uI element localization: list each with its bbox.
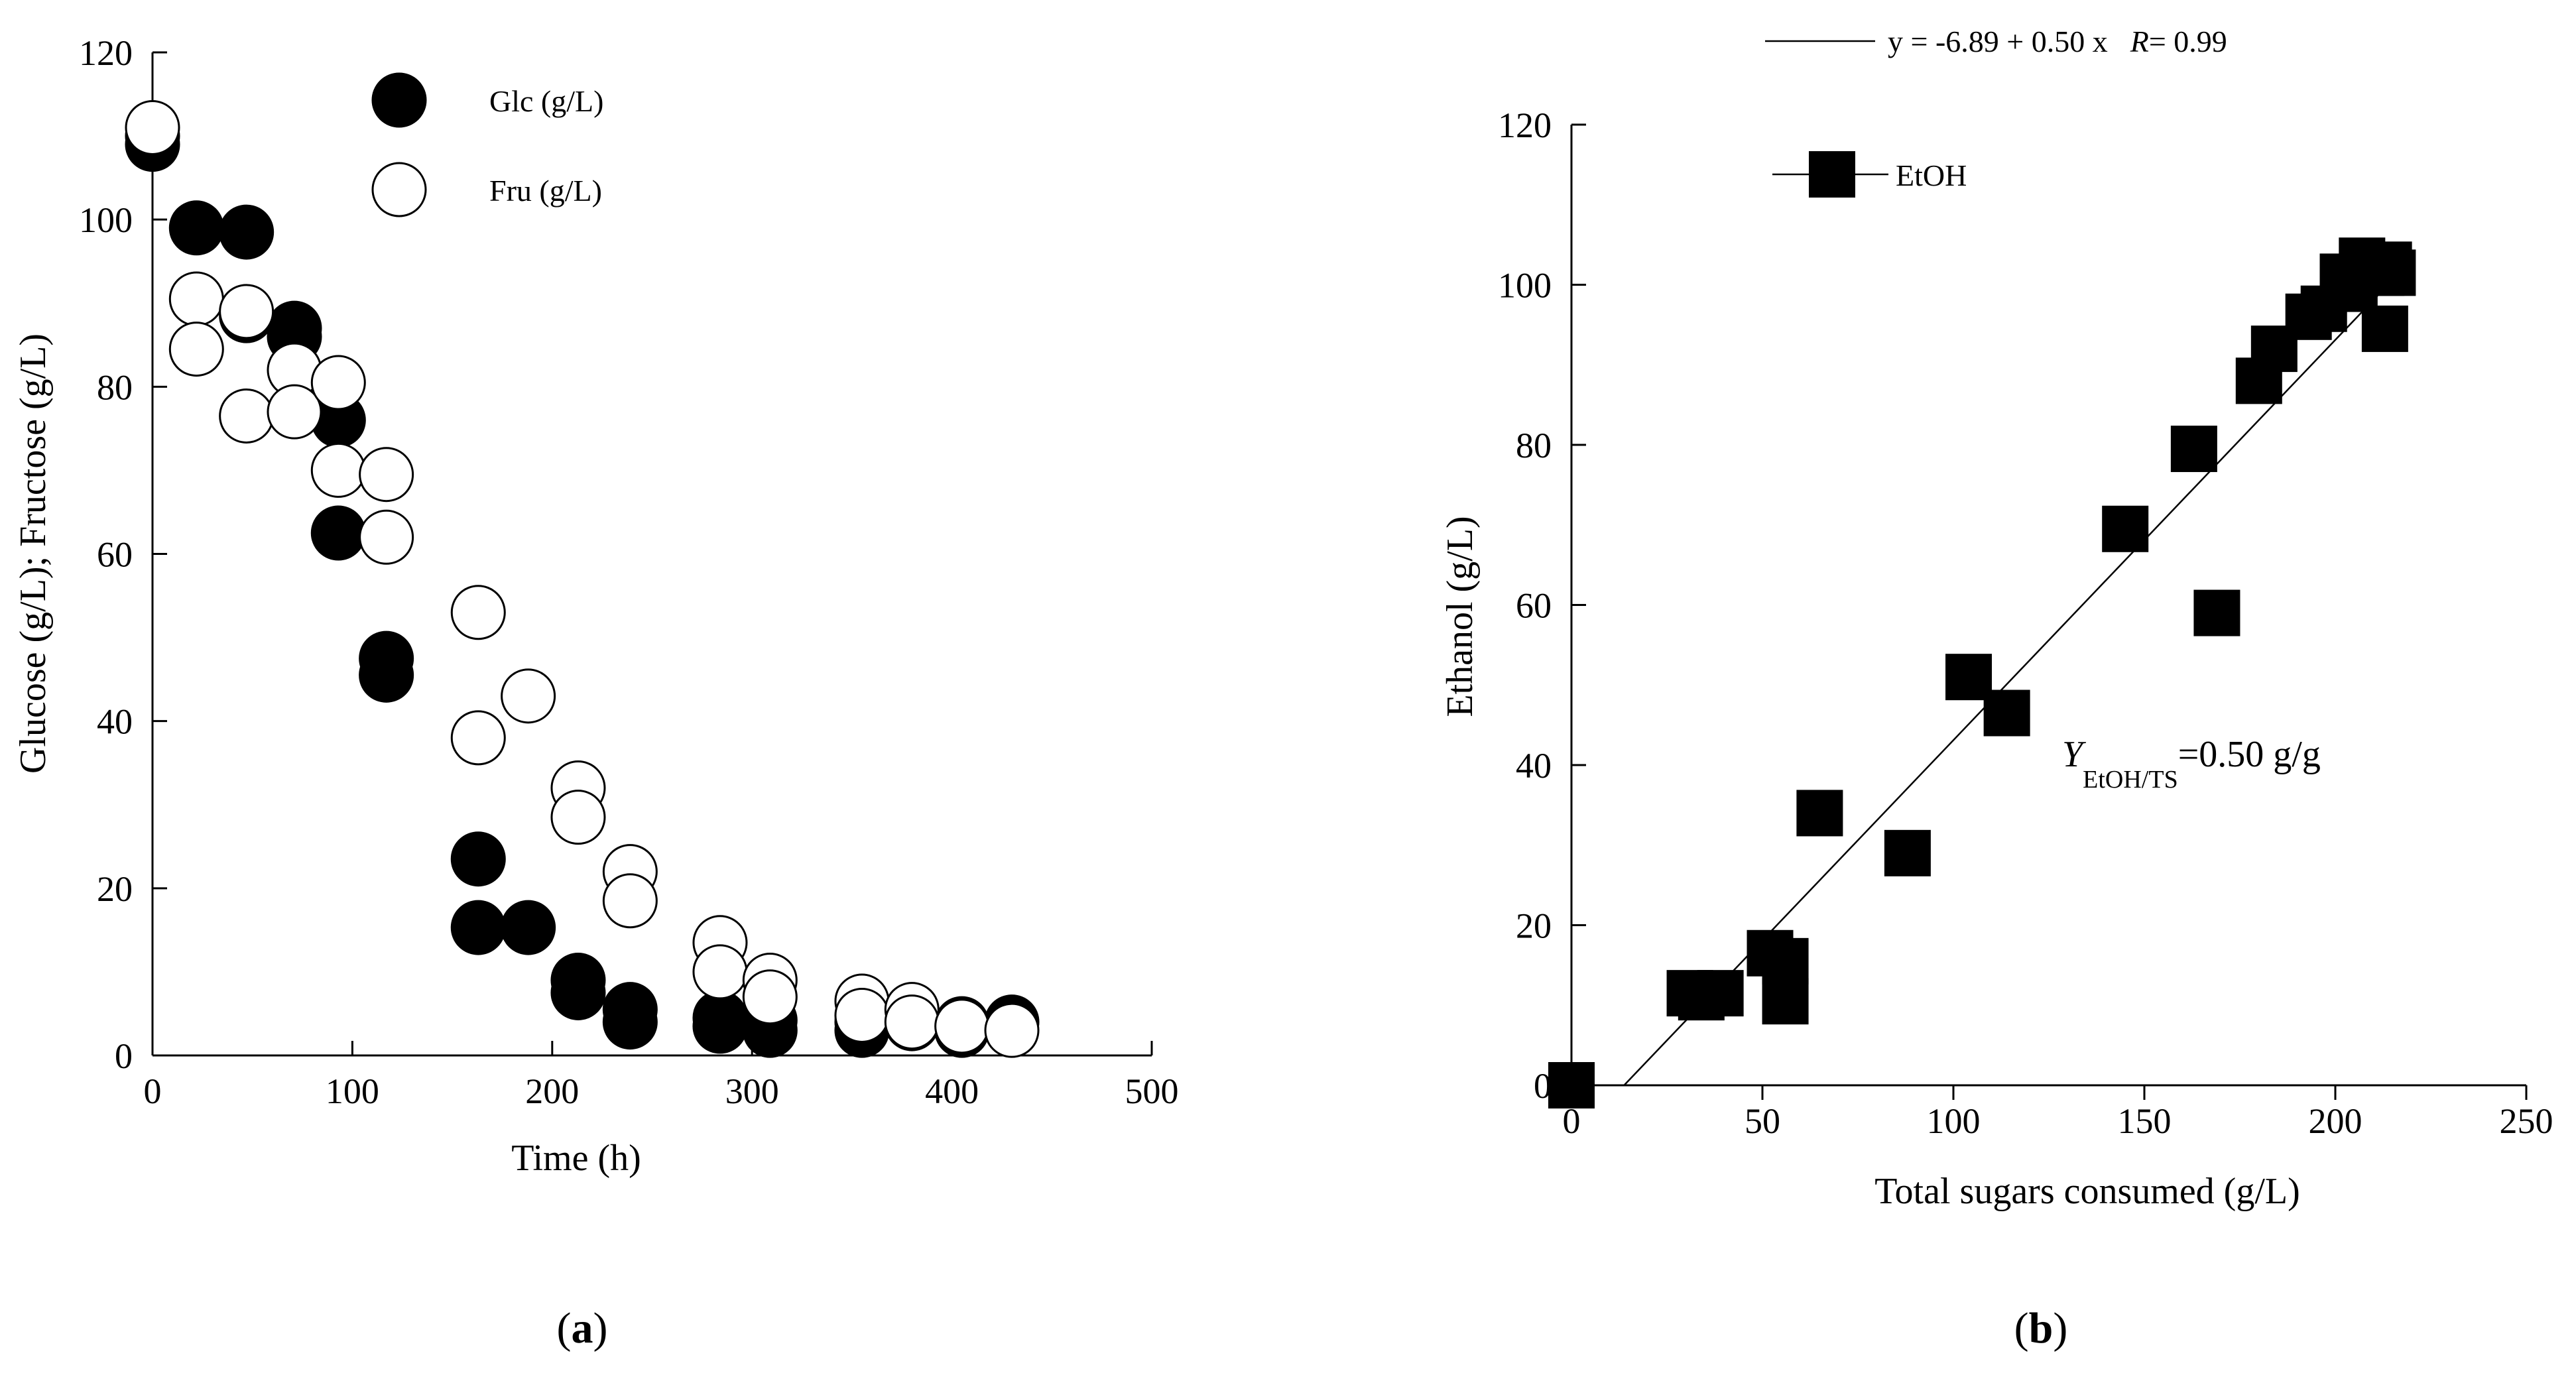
panel-b-y-tick-label: 100 <box>1498 266 1552 306</box>
panel-a-x-tick-label: 500 <box>1125 1071 1179 1111</box>
point-etoh <box>2102 505 2149 552</box>
panel-a-glucose-fructose-chart: 0 20 40 60 80 100 120 0 100 200 300 400 500 Glc (g/… <box>13 33 1179 1352</box>
panel-b-y-tick-label: 40 <box>1516 746 1552 786</box>
point-glc-g-l <box>168 200 224 256</box>
panel-b-x-tick-label: 200 <box>2309 1101 2362 1141</box>
panel-a-y-tick-label: 20 <box>97 869 133 909</box>
point-glc-g-l <box>501 900 556 955</box>
legend-fit-r-symbol: R <box>2130 25 2149 58</box>
panel-a-y-tick-label: 120 <box>79 33 133 73</box>
panel-b-x-axis: 0 50 100 150 200 250 <box>1563 1084 2553 1141</box>
point-fru-g-l <box>550 790 606 845</box>
yield-value: =0.50 g/g <box>2178 734 2321 775</box>
point-fru-g-l <box>168 271 224 327</box>
point-fru-g-l <box>267 384 322 440</box>
panel-a-x-axis-label: Time (h) <box>511 1138 641 1179</box>
panel-a-x-tick-label: 300 <box>725 1071 779 1111</box>
legend-fru-marker <box>371 162 427 217</box>
point-glc-g-l <box>550 965 606 1020</box>
point-fru-g-l <box>310 442 366 498</box>
panel-a-y-tick-label: 80 <box>97 367 133 407</box>
panel-a-y-tick-label: 40 <box>97 702 133 742</box>
legend-glc-marker <box>371 72 427 128</box>
point-fru-g-l <box>359 447 414 503</box>
legend-etoh-label: EtOH <box>1896 158 1967 192</box>
point-glc-g-l <box>310 505 366 561</box>
panel-b-y-tick-label: 80 <box>1516 426 1552 465</box>
point-glc-g-l <box>219 204 275 260</box>
panel-a-x-tick-label: 0 <box>144 1071 162 1111</box>
point-glc-g-l <box>602 994 658 1050</box>
yield-subscript: EtOH/TS <box>2083 766 2178 794</box>
panel-b-yield-annotation: YEtOH/TS=0.50 g/g <box>2062 734 2321 794</box>
yield-symbol: Y <box>2062 734 2087 775</box>
point-etoh <box>1762 937 1809 985</box>
panel-b-y-axis-label: Ethanol (g/L) <box>1440 516 1481 717</box>
point-fru-g-l <box>168 322 224 377</box>
legend-fru-label: Fru (g/L) <box>489 174 602 208</box>
point-fru-g-l <box>219 388 275 444</box>
point-glc-g-l <box>359 647 414 703</box>
panel-b-data-points <box>1548 237 2416 1108</box>
panel-a-x-tick-label: 100 <box>326 1071 379 1111</box>
point-fru-g-l <box>359 509 414 565</box>
panel-b-x-tick-label: 100 <box>1927 1101 1981 1141</box>
point-etoh <box>1796 790 1843 837</box>
point-fru-g-l <box>742 969 798 1025</box>
panel-b-y-tick-label: 60 <box>1516 586 1552 626</box>
panel-a-data-points <box>125 99 1040 1058</box>
point-fru-g-l <box>125 99 180 155</box>
point-fru-g-l <box>450 710 506 766</box>
panel-a-x-axis: 0 100 200 300 400 500 <box>144 1041 1179 1111</box>
legend-etoh-marker <box>1809 151 1855 198</box>
point-fru-g-l <box>219 284 275 339</box>
panel-a-y-axis-label: Glucose (g/L); Fructose (g/L) <box>13 333 54 774</box>
point-etoh <box>1548 1062 1595 1108</box>
legend-fit-equation: y = -6.89 + 0.50 x R= 0.99 <box>1888 25 2227 58</box>
point-etoh <box>2193 589 2240 636</box>
point-fru-g-l <box>934 998 990 1054</box>
point-etoh <box>1983 689 2030 737</box>
point-etoh <box>1884 829 1931 876</box>
point-fru-g-l <box>602 873 658 929</box>
panel-b-x-tick-label: 150 <box>2118 1101 2172 1141</box>
panel-a-label: (a) <box>557 1304 608 1352</box>
panel-a-y-axis: 0 20 40 60 80 100 120 <box>79 33 167 1076</box>
legend-fit-r-value: = 0.99 <box>2149 25 2227 58</box>
point-fru-g-l <box>834 987 890 1043</box>
point-glc-g-l <box>450 831 506 887</box>
panel-a-x-tick-label: 200 <box>525 1071 579 1111</box>
panel-b-y-tick-label: 120 <box>1498 105 1552 145</box>
panel-b-legend: y = -6.89 + 0.50 x R= 0.99 EtOH <box>1765 25 2227 198</box>
panel-b-x-axis-label: Total sugars consumed (g/L) <box>1874 1171 2300 1212</box>
point-fru-g-l <box>692 944 748 1000</box>
panel-b-x-tick-label: 50 <box>1745 1101 1780 1141</box>
panel-a-y-tick-label: 100 <box>79 200 133 240</box>
panel-a-legend: Glc (g/L) Fru (g/L) <box>371 72 603 217</box>
panel-b-y-tick-label: 20 <box>1516 906 1552 946</box>
point-etoh <box>2361 305 2408 352</box>
panel-a-y-tick-label: 0 <box>115 1036 133 1076</box>
point-fru-g-l <box>884 994 940 1050</box>
panel-b-x-tick-label: 250 <box>2500 1101 2553 1141</box>
point-glc-g-l <box>450 900 506 955</box>
legend-fit-formula: y = -6.89 + 0.50 x <box>1888 25 2108 58</box>
point-fru-g-l <box>984 1002 1040 1058</box>
panel-b-label: (b) <box>2014 1304 2068 1352</box>
point-fru-g-l <box>310 355 366 410</box>
point-etoh <box>1762 978 1809 1025</box>
point-etoh <box>1697 970 1744 1017</box>
panel-a-x-tick-label: 400 <box>925 1071 979 1111</box>
legend-glc-label: Glc (g/L) <box>489 84 603 118</box>
point-glc-g-l <box>692 998 748 1054</box>
point-fru-g-l <box>450 585 506 640</box>
point-etoh <box>2369 249 2416 296</box>
point-etoh <box>2170 426 2217 473</box>
panel-a-y-tick-label: 60 <box>97 535 133 575</box>
point-fru-g-l <box>501 668 556 724</box>
